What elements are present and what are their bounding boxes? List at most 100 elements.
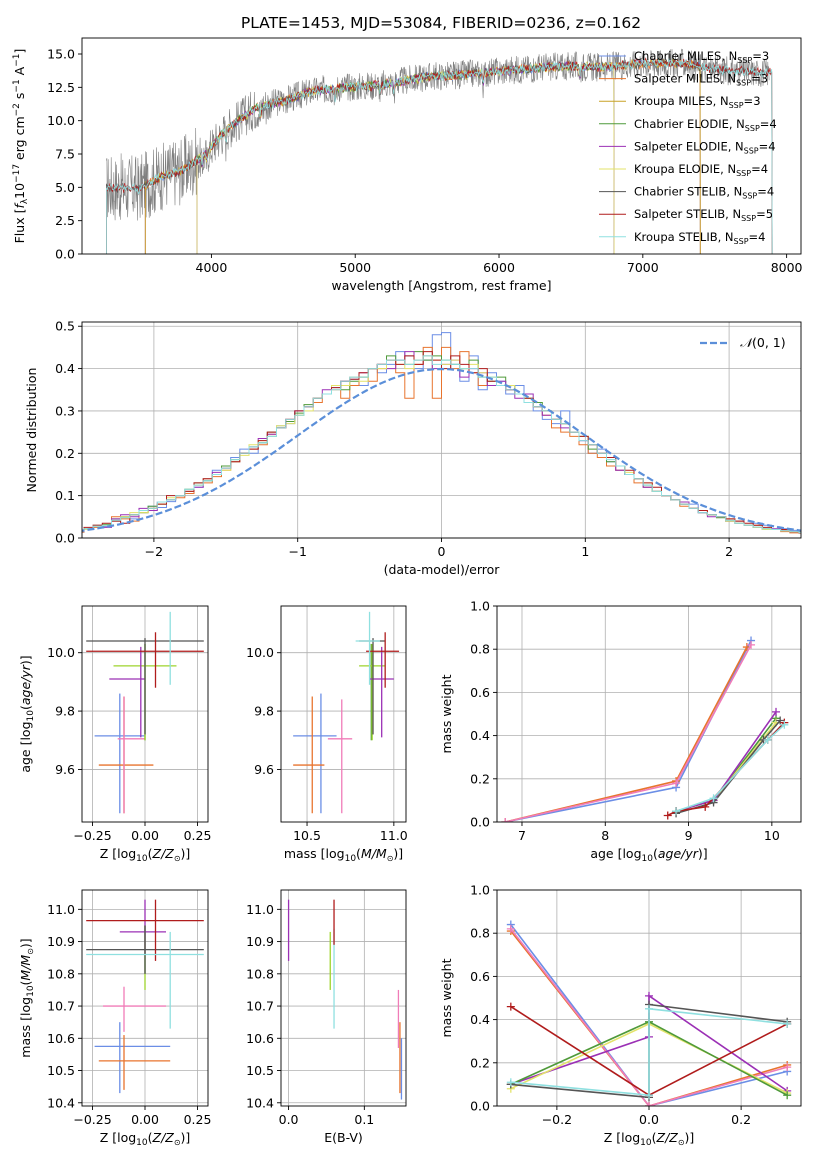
y-tick-label: 0.4 — [55, 361, 75, 376]
y-tick-label: 0.0 — [470, 815, 490, 830]
x-axis-label: E(B-V) — [324, 1130, 363, 1145]
plot-area — [82, 332, 801, 534]
plot-area — [506, 920, 792, 1106]
weight-point — [709, 794, 718, 803]
y-tick-label: 10.0 — [246, 645, 274, 660]
plot-area — [287, 899, 403, 1100]
y-tick-label: 10.5 — [47, 1063, 75, 1078]
y-tick-label: 10.8 — [47, 966, 75, 981]
weight-point — [763, 735, 772, 744]
weight-point — [645, 1004, 653, 1013]
x-axis-label: Z [log10(Z/Z⊙)] — [604, 1130, 695, 1148]
x-tick-label: 1 — [581, 544, 589, 559]
plot-area — [106, 48, 773, 254]
y-tick-label: 9.6 — [55, 762, 75, 777]
y-tick-label: 10.7 — [246, 999, 274, 1014]
chart-mass_vs_Z: −0.25 0.00 0.25 10.4 10.5 10.6 10.7 10.8 10.9 11.… — [18, 889, 211, 1148]
weight-point — [645, 1091, 653, 1100]
y-tick-label: 0.1 — [55, 488, 75, 503]
y-tick-label: 0.6 — [470, 685, 490, 700]
legend-entry: Chabrier MILES, NSSP=3 — [634, 49, 769, 65]
legend-entry: Salpeter MILES, NSSP=3 — [634, 72, 768, 88]
y-tick-label: 10.7 — [47, 999, 75, 1014]
weight-series-line — [510, 930, 788, 1106]
legend-entry: Kroupa STELIB, NSSP=4 — [634, 230, 766, 246]
y-tick-label: 10.8 — [246, 966, 274, 981]
normal-curve — [82, 367, 801, 532]
chart-mass_vs_ebv: 0.0 0.1 10.4 10.5 10.6 10.7 10.8 10.9 11.0 E(B-V) — [246, 889, 407, 1145]
chart-mass_weight_vs_age: 7 8 9 10 0.0 0.2 0.4 0.6 0.8 1.0 age [log10(age/yr… — [439, 599, 802, 864]
y-axis-label: mass [log10(M/M⊙)] — [18, 938, 36, 1057]
spectrum-model-line — [144, 57, 701, 254]
weight-point — [506, 1078, 515, 1087]
y-tick-label: 0.2 — [470, 771, 490, 786]
y-tick-label: 0.3 — [55, 403, 75, 418]
weight-point — [783, 1063, 792, 1072]
y-tick-label: 0.6 — [470, 969, 490, 984]
y-tick-label: 0.2 — [470, 1055, 490, 1070]
x-axis-label: wavelength [Angstrom, rest frame] — [331, 278, 551, 293]
x-tick-label: 0.00 — [131, 828, 159, 843]
x-tick-label: 9 — [685, 828, 693, 843]
weight-series-line — [510, 928, 788, 1106]
y-tick-label: 0.0 — [470, 1099, 490, 1114]
x-tick-label: 0.1 — [354, 1112, 374, 1127]
y-tick-label: 9.8 — [55, 704, 75, 719]
axes-frame — [496, 605, 802, 823]
y-tick-label: 11.0 — [246, 902, 274, 917]
weight-point — [783, 1091, 792, 1100]
x-tick-label: 0.00 — [131, 1112, 159, 1127]
weight-point — [747, 640, 756, 649]
y-tick-label: 0.5 — [55, 319, 75, 334]
spectrum-model-line — [106, 57, 773, 254]
legend-entry: Kroupa MILES, NSSP=3 — [634, 94, 761, 110]
x-tick-label: 4000 — [196, 260, 228, 275]
y-axis-label: mass weight — [439, 958, 454, 1037]
spectrum-data-line — [106, 48, 770, 221]
histogram-series — [82, 355, 801, 533]
y-tick-label: 2.5 — [55, 213, 75, 228]
x-axis-label: (data-model)/error — [384, 562, 501, 577]
y-tick-label: 10.9 — [246, 934, 274, 949]
x-tick-label: −2 — [145, 544, 163, 559]
weight-point — [783, 1019, 792, 1028]
legend: Chabrier MILES, NSSP=3 Salpeter MILES, NS… — [599, 49, 777, 246]
spectrum-model-line — [144, 59, 701, 254]
y-tick-label: 10.9 — [47, 934, 75, 949]
gridlines — [281, 606, 406, 822]
x-tick-label: −0.25 — [73, 828, 111, 843]
y-tick-label: 0.8 — [470, 926, 490, 941]
y-tick-label: 10.6 — [47, 1031, 75, 1046]
legend-entry: Kroupa ELODIE, NSSP=4 — [634, 162, 768, 178]
spectrum-model-line — [196, 62, 615, 254]
x-tick-label: 0.0 — [639, 1112, 659, 1127]
x-axis-label: Z [log10(Z/Z⊙)] — [100, 846, 191, 864]
x-axis-label: age [log10(age/yr)] — [590, 846, 707, 864]
weight-point — [645, 991, 653, 1000]
x-axis-label: Z [log10(Z/Z⊙)] — [100, 1130, 191, 1148]
y-tick-label: 0.4 — [470, 728, 490, 743]
axes: −2 −1 0 1 2 0.0 0.1 0.2 0.3 0.4 0.5 (data-model)/er… — [24, 319, 802, 577]
weight-point — [776, 716, 785, 725]
chart-spectrum: 4000 5000 6000 7000 8000 0.0 2.5 5.0 7.5 10.0 12.5… — [12, 37, 803, 293]
y-tick-label: 7.5 — [55, 147, 75, 162]
plot-area — [501, 636, 789, 822]
gridlines — [281, 890, 406, 1106]
y-tick-label: 10.5 — [246, 1063, 274, 1078]
x-tick-label: 2 — [725, 544, 733, 559]
weight-series-line — [510, 1007, 788, 1097]
y-tick-label: 1.0 — [470, 883, 490, 898]
x-tick-label: 8000 — [771, 260, 803, 275]
weight-point — [672, 779, 681, 788]
legend-entry: Chabrier STELIB, NSSP=4 — [634, 185, 774, 201]
y-tick-label: 9.6 — [254, 762, 274, 777]
y-tick-label: 12.5 — [47, 80, 75, 95]
x-tick-label: 0.25 — [184, 828, 212, 843]
x-tick-label: 11.0 — [380, 828, 408, 843]
weight-point — [780, 720, 789, 729]
y-tick-label: 10.0 — [47, 113, 75, 128]
weight-point — [645, 1102, 653, 1106]
legend-entry: Chabrier ELODIE, NSSP=4 — [634, 117, 777, 133]
weight-point — [672, 807, 681, 816]
